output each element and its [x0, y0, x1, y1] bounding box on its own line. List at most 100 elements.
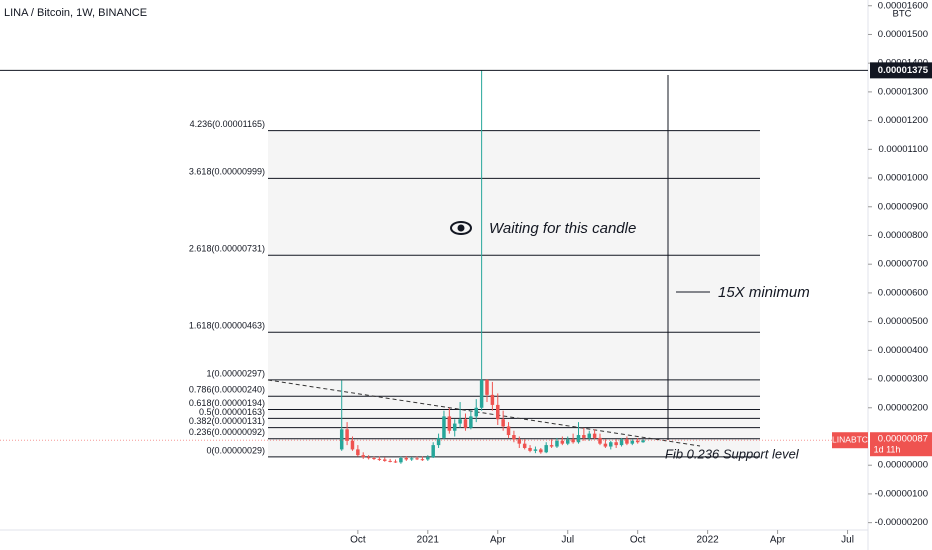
y-tick-label: 0.00001300 [878, 86, 928, 97]
y-tick-label: 0.00000200 [878, 402, 928, 413]
fib-label: 3.618(0.00000999) [189, 167, 265, 177]
y-tick-label: 0.00000400 [878, 345, 928, 356]
candle-body [409, 458, 414, 460]
candle-body [350, 440, 355, 450]
candle-body [383, 459, 387, 461]
y-tick-label: -0.00000100 [875, 488, 928, 499]
y-tick-label: 0.00001200 [878, 115, 928, 126]
candle-body [544, 445, 548, 453]
candle-body [415, 458, 419, 460]
candle-body [512, 435, 516, 440]
annotation: Fib 0.236 Support level [665, 446, 800, 461]
last-price-box [870, 432, 932, 457]
annotation: 15X minimum [718, 284, 810, 301]
fib-label: 0.618(0.00000194) [189, 398, 265, 408]
candle-body [506, 426, 511, 436]
x-tick-label: Jul [841, 535, 854, 546]
fib-label: 2.618(0.00000731) [189, 244, 265, 254]
x-tick-label: Apr [770, 535, 786, 546]
eye-icon [450, 221, 472, 235]
candle-body [490, 394, 495, 405]
chart-title: LINA / Bitcoin, 1W, BINANCE [4, 7, 147, 19]
candle-body [619, 439, 624, 446]
candle-body [496, 404, 500, 420]
candle-body [630, 440, 635, 444]
candle-body [388, 460, 392, 462]
axes: Oct 2021 Apr Jul Oct 2022 Apr Jul [0, 0, 869, 550]
candles [339, 70, 645, 464]
candle-body [625, 439, 629, 444]
y-tick-label: -0.00000200 [875, 517, 928, 528]
x-tick-label: 2022 [697, 535, 720, 546]
candle-body [576, 435, 581, 443]
candle-body [463, 419, 468, 428]
candle-body [517, 439, 522, 444]
candle-body [452, 423, 457, 431]
fib-label: 0(0.00000029) [206, 445, 265, 455]
candle-body [377, 458, 382, 460]
candle-body [458, 419, 462, 424]
fib-label: 0.786(0.00000240) [189, 385, 265, 395]
fib-label: 1.618(0.00000463) [189, 321, 265, 331]
candle-body [399, 458, 403, 463]
candle-body [436, 437, 441, 446]
y-tick-label: 0.00001100 [879, 144, 929, 155]
fib-label: 1(0.00000297) [206, 368, 265, 378]
candle-body [447, 416, 452, 431]
candle-body [555, 440, 559, 447]
candle-body [587, 433, 591, 438]
x-tick-label: Oct [630, 535, 646, 546]
y-tick-label: 0.00001600 [878, 0, 928, 11]
annotation: Waiting for this candle [489, 220, 636, 237]
y-tick-label: 0.00000000 [878, 460, 928, 471]
candle-body [442, 416, 446, 438]
candle-body [426, 457, 430, 460]
candle-body [635, 440, 640, 443]
y-tick-label: 0.00001000 [878, 173, 928, 184]
y-tick-label: 0.00000500 [878, 316, 928, 327]
candle-body [533, 449, 538, 451]
fib-label: 0.5(0.00000163) [199, 407, 265, 417]
candle-body [469, 416, 473, 428]
fib-label: 4.236(0.00001165) [190, 119, 265, 129]
y-tick-label: 0.00000800 [878, 230, 928, 241]
candle-body [404, 458, 409, 460]
fib-label: 0.382(0.00000131) [189, 416, 265, 426]
candle-body [366, 457, 371, 459]
candle-body [609, 442, 613, 447]
candle-body [356, 449, 360, 456]
candle-body [571, 439, 575, 443]
x-tick-label: 2021 [417, 535, 440, 546]
candle-body [560, 440, 565, 444]
candle-body [372, 458, 376, 460]
candle-body [539, 449, 543, 453]
price-box [870, 62, 932, 79]
candle-body [522, 443, 527, 448]
candle-body [592, 433, 597, 438]
trend-line [267, 379, 701, 447]
last-price-label: 0.00000087 [878, 434, 928, 445]
candle-body [474, 407, 478, 417]
candle-body [420, 459, 425, 461]
candle-body [528, 447, 532, 451]
candle-body [431, 445, 435, 458]
countdown: 1d 11h [874, 445, 901, 455]
x-tick-label: Oct [350, 535, 366, 546]
candle-body [614, 442, 618, 446]
candle-body [641, 440, 645, 443]
candle-body [582, 435, 586, 438]
x-tick-label: Apr [490, 535, 506, 546]
unit-label: BTC [893, 9, 912, 20]
fib-label: 0.236(0.00000092) [189, 427, 265, 437]
price-box-label: 0.00001375 [878, 65, 929, 76]
y-tick-label: 0.00000600 [878, 287, 928, 298]
candle-body [393, 461, 398, 463]
candle-body [598, 437, 602, 444]
candle-body [361, 455, 365, 458]
candle-body [501, 419, 505, 427]
candle-body [339, 429, 344, 450]
y-tick-label: 0.00000300 [878, 374, 928, 385]
candle-body [485, 379, 489, 395]
symbol-label: LINABTC [832, 434, 868, 444]
